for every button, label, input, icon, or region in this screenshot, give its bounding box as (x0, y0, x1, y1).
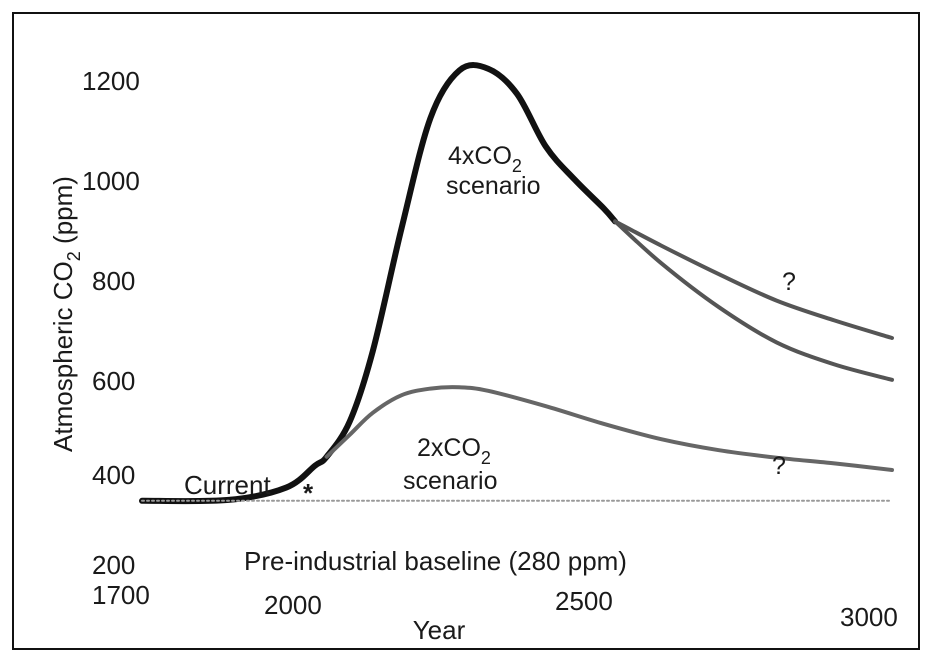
series-line-3 (613, 219, 894, 382)
y-tick-label: 400 (92, 460, 135, 490)
x-axis-ticks: 1700 2000 2500 3000 (92, 580, 898, 632)
series-line-1 (139, 62, 619, 505)
y-axis-title-sub: 2 (64, 251, 84, 261)
scenario-2x-label-line2: scenario (403, 467, 498, 495)
x-tick-label: 3000 (840, 602, 898, 632)
y-axis-title-main: Atmospheric CO (48, 261, 78, 452)
y-axis-title-unit: (ppm) (48, 176, 78, 251)
y-axis-title: Atmospheric CO2 (ppm) (48, 176, 84, 452)
series-group (139, 62, 894, 505)
scenario-4x-label: 4xCO2 (448, 142, 522, 176)
question-mark-lower: ? (772, 452, 786, 480)
current-marker: * (303, 478, 314, 508)
y-tick-label: 1000 (82, 166, 140, 196)
question-mark-upper: ? (782, 268, 796, 296)
y-tick-label: 1200 (82, 66, 140, 96)
scenario-4x-label-line2: scenario (446, 172, 541, 200)
y-tick-label: 800 (92, 266, 135, 296)
y-tick-label: 200 (92, 550, 135, 580)
scenario-2x-label: 2xCO2 (417, 434, 491, 468)
series-line-4 (324, 385, 894, 472)
x-axis-title: Year (413, 615, 466, 645)
x-tick-label: 2000 (264, 590, 322, 620)
baseline-label: Pre-industrial baseline (280 ppm) (244, 546, 627, 576)
co2-chart: Atmospheric CO2 (ppm) 200 400 600 800 1000 12… (48, 62, 898, 645)
y-tick-label: 600 (92, 366, 135, 396)
svg-text:Atmospheric CO2 (ppm): Atmospheric CO2 (ppm) (48, 176, 84, 452)
series-line-2 (613, 219, 894, 340)
x-tick-label: 1700 (92, 580, 150, 610)
y-axis-ticks: 200 400 600 800 1000 1200 (82, 66, 140, 580)
chart-frame: Atmospheric CO2 (ppm) 200 400 600 800 1000 12… (12, 12, 920, 650)
current-label: Current (184, 470, 271, 500)
x-tick-label: 2500 (555, 586, 613, 616)
